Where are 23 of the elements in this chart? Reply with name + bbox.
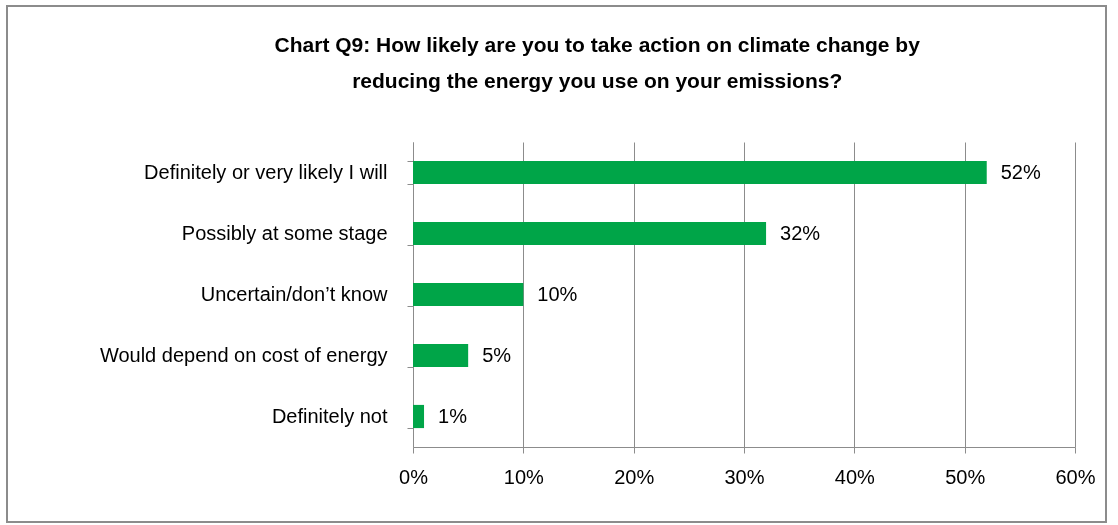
x-tick-label: 30% — [724, 465, 765, 488]
x-tick-label: 50% — [945, 465, 986, 488]
y-tick-label: Possibly at some stage — [181, 222, 388, 244]
x-tick-label: 10% — [503, 465, 545, 488]
data-label: 1% — [438, 404, 468, 427]
x-tick-label: 20% — [614, 465, 655, 488]
x-tick-label: 0% — [399, 465, 429, 488]
data-label: 10% — [537, 282, 578, 305]
y-tick-label: Would depend on cost of energy — [99, 344, 388, 366]
bar — [413, 282, 524, 307]
chart-title: Chart Q9: How likely are you to take action on climate change by reducing the energy you use on your emissions? — [274, 33, 921, 92]
bar — [413, 160, 987, 185]
y-tick-label: Definitely or very likely I will — [144, 161, 388, 183]
bar — [413, 343, 469, 368]
x-tick-label: 40% — [834, 465, 876, 488]
data-label: 52% — [1000, 160, 1041, 183]
y-tick-label: Definitely not — [271, 405, 388, 427]
data-label: 5% — [482, 343, 512, 366]
bar — [413, 404, 425, 429]
x-tick-label: 60% — [1055, 465, 1096, 488]
data-label: 32% — [780, 221, 821, 244]
bar — [413, 221, 767, 246]
y-tick-label: Uncertain/don’t know — [200, 283, 389, 305]
